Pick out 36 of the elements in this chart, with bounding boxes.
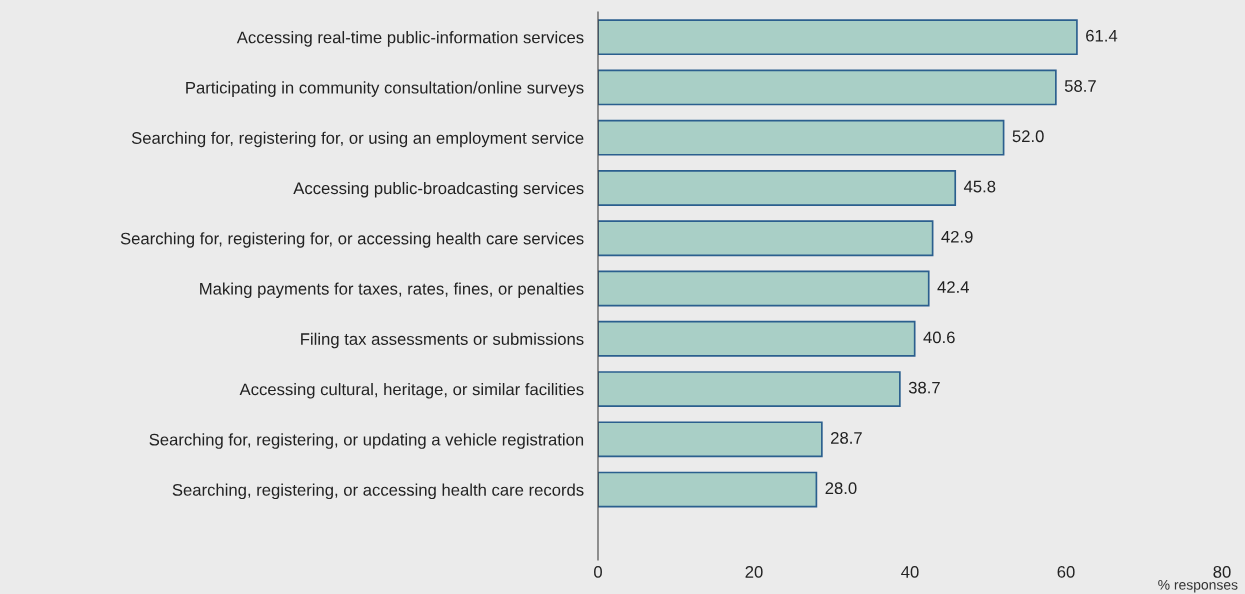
y-tick-label: Accessing real-time public-information services <box>236 31 584 47</box>
bar <box>598 69 1057 106</box>
y-tick-label: Accessing public-broadcasting services <box>293 181 584 198</box>
bar <box>598 421 823 458</box>
x-tick-label: 80 <box>1213 566 1231 578</box>
data-label: 40.6 <box>923 331 955 344</box>
x-tick-label: 40 <box>901 566 919 578</box>
x-axis-title: % responses <box>1158 579 1238 593</box>
data-label: 61.4 <box>1086 29 1118 42</box>
y-tick-label: Searching for, registering for, or accessing health care services <box>120 232 584 248</box>
data-label: 42.4 <box>937 281 969 293</box>
y-tick-label: Making payments for taxes, rates, fines, or penalties <box>200 282 584 299</box>
x-tick-label: 60 <box>1057 566 1075 578</box>
bar <box>598 19 1078 56</box>
data-label: 42.9 <box>941 230 973 243</box>
y-tick-label: Accessing cultural, heritage, or similar facilities <box>239 383 584 399</box>
data-label: 45.8 <box>963 180 996 193</box>
data-label: 28.0 <box>825 482 857 495</box>
y-tick-label: Searching for, registering for, or using an employment service <box>131 131 584 148</box>
bar <box>598 170 957 206</box>
y-tick-label: Searching for, registering, or updating a vehicle registration <box>149 433 584 449</box>
bar <box>598 270 930 307</box>
data-label: 28.7 <box>831 432 862 444</box>
bar <box>598 119 1005 156</box>
bar <box>598 371 901 407</box>
bar <box>598 471 818 508</box>
bar <box>598 320 916 357</box>
y-tick-label: Filing tax assessments or submissions <box>301 332 584 349</box>
y-tick-label: Searching, registering, or accessing health care records <box>172 483 584 500</box>
bar <box>598 220 934 257</box>
data-label: 38.7 <box>908 381 940 394</box>
x-tick-label: 0 <box>594 566 602 578</box>
data-label: 52.0 <box>1012 130 1044 143</box>
y-tick-label: Participating in community consultation/online surveys <box>186 81 584 97</box>
data-label: 58.7 <box>1064 80 1096 92</box>
x-tick-label: 20 <box>745 566 763 578</box>
